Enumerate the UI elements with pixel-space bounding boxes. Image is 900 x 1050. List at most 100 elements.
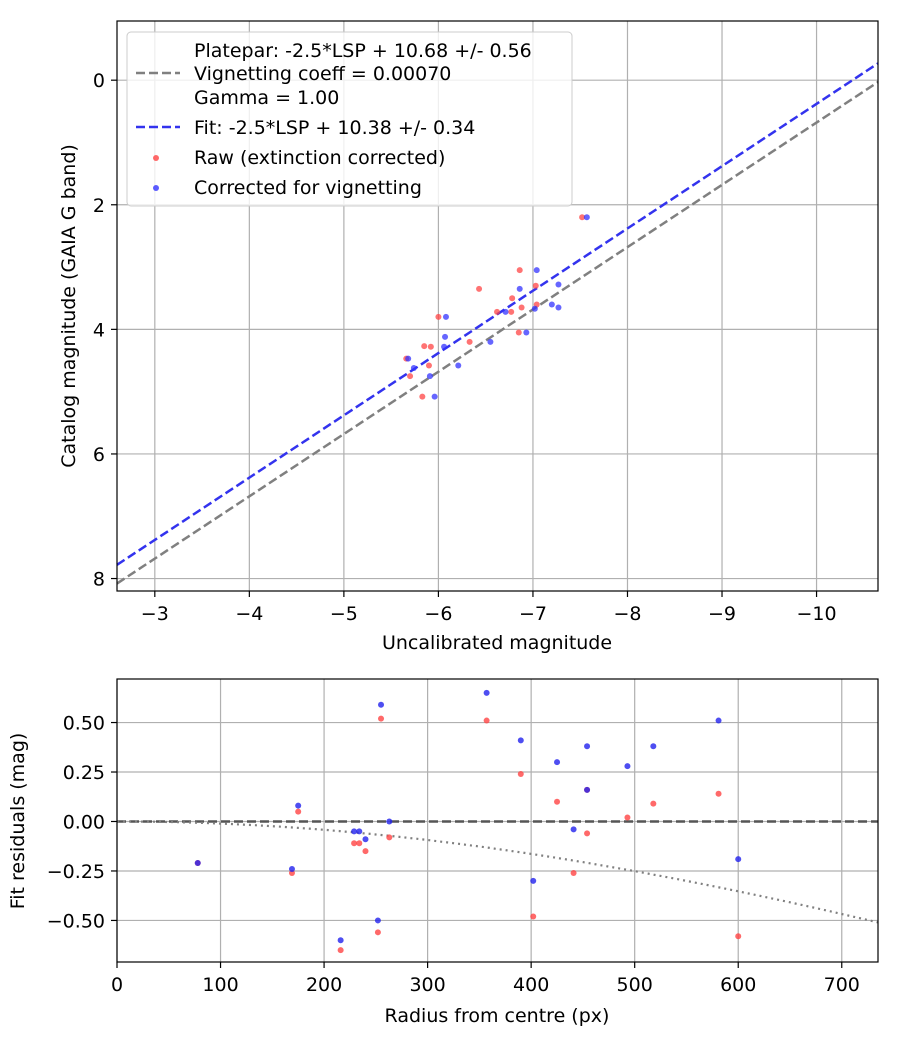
- raw-point: [466, 338, 473, 345]
- top-xtick-label: −3: [141, 603, 169, 625]
- bottom-xtick-label: 200: [306, 974, 342, 996]
- corrected-residual-point: [584, 786, 591, 793]
- bottom-xtick-label: 0: [111, 974, 123, 996]
- raw-residual-point: [378, 715, 385, 722]
- bottom-xticks: 0 100 200 300 400 500 600 700: [111, 962, 860, 996]
- raw-residual-point: [715, 790, 722, 797]
- bottom-axes-frame: [116, 678, 879, 963]
- raw-residual-point: [554, 798, 561, 805]
- bottom-ylabel: Fit residuals (mag): [7, 733, 29, 910]
- top-xtick-label: −7: [519, 603, 547, 625]
- corrected-residual-point: [624, 763, 631, 770]
- top-xtick-label: −4: [235, 603, 263, 625]
- raw-point: [579, 214, 586, 221]
- raw-residual-point: [483, 717, 490, 724]
- corrected-residual-point: [554, 759, 561, 766]
- top-ytick-label: 2: [93, 195, 105, 217]
- top-axes-frame: [116, 20, 879, 592]
- corrected-residual-point: [288, 865, 295, 872]
- raw-point: [509, 295, 516, 302]
- corrected-residual-point: [295, 802, 302, 809]
- legend-platepar-line3: Gamma = 1.00: [194, 87, 339, 109]
- top-ytick-label: 4: [93, 319, 105, 341]
- corrected-residual-point: [351, 828, 358, 835]
- top-ytick-label: 0: [93, 70, 105, 92]
- top-ytick-label: 6: [93, 444, 105, 466]
- raw-residual-point: [530, 913, 537, 920]
- corrected-point: [523, 329, 530, 336]
- top-xtick-label: −8: [613, 603, 641, 625]
- legend-raw-marker: [153, 155, 159, 161]
- raw-point: [425, 362, 432, 369]
- raw-residual-point: [584, 830, 591, 837]
- top-ytick-label: 8: [93, 569, 105, 591]
- corrected-point: [502, 308, 509, 315]
- raw-point: [476, 285, 483, 292]
- bottom-ytick-label: −0.25: [47, 861, 105, 883]
- raw-residual-point: [356, 840, 363, 847]
- corrected-point: [531, 305, 538, 312]
- bottom-ytick-label: −0.50: [47, 910, 105, 932]
- bottom-xtick-label: 700: [824, 974, 860, 996]
- corrected-residual-point: [378, 701, 385, 708]
- top-xtick-label: −10: [796, 603, 836, 625]
- corrected-residual-point: [650, 743, 657, 750]
- top-points: [403, 214, 590, 400]
- corrected-residual-point: [735, 856, 742, 863]
- corrected-point: [431, 393, 438, 400]
- corrected-residual-point: [374, 917, 381, 924]
- corrected-point: [487, 338, 494, 345]
- corrected-point: [516, 285, 523, 292]
- corrected-residual-point: [194, 860, 201, 867]
- bottom-xlabel: Radius from centre (px): [385, 1005, 610, 1027]
- corrected-point: [533, 267, 540, 274]
- legend-corrected: Corrected for vignetting: [194, 177, 422, 199]
- corrected-point: [405, 355, 412, 362]
- top-xlabel: Uncalibrated magnitude: [382, 632, 612, 654]
- bottom-xtick-label: 100: [202, 974, 238, 996]
- raw-point: [494, 308, 501, 315]
- top-yticks: 0 2 4 6 8: [93, 70, 117, 591]
- raw-point: [419, 393, 426, 400]
- legend: Platepar: -2.5*LSP + 10.68 +/- 0.56 Vign…: [126, 31, 573, 207]
- corrected-residual-point: [483, 689, 490, 696]
- raw-residual-point: [351, 840, 358, 847]
- corrected-point: [410, 364, 417, 371]
- raw-residual-point: [337, 947, 344, 954]
- legend-raw: Raw (extinction corrected): [194, 147, 445, 169]
- raw-point: [508, 308, 515, 315]
- corrected-residual-point: [715, 717, 722, 724]
- corrected-point: [555, 304, 562, 311]
- corrected-point: [583, 214, 590, 221]
- raw-residual-point: [517, 770, 524, 777]
- bottom-xtick-label: 600: [720, 974, 756, 996]
- raw-residual-point: [362, 848, 369, 855]
- corrected-point: [442, 313, 449, 320]
- top-xtick-label: −9: [708, 603, 736, 625]
- corrected-residual-point: [584, 743, 591, 750]
- top-ylabel: Catalog magnitude (GAIA G band): [58, 144, 80, 468]
- raw-residual-point: [735, 933, 742, 940]
- raw-point: [532, 282, 539, 289]
- raw-point: [421, 343, 428, 350]
- corrected-residual-point: [530, 877, 537, 884]
- bottom-xtick-label: 400: [513, 974, 549, 996]
- bottom-ytick-label: 0.00: [63, 811, 105, 833]
- top-xticks: −3 −4 −5 −6 −7 −8 −9 −10: [141, 591, 837, 625]
- vignetting-curve: [117, 820, 879, 924]
- legend-platepar-line1: Platepar: -2.5*LSP + 10.68 +/- 0.56: [194, 40, 532, 62]
- raw-point: [407, 373, 414, 380]
- legend-platepar-line2: Vignetting coeff = 0.00070: [194, 63, 451, 85]
- corrected-residual-point: [386, 818, 393, 825]
- corrected-point: [442, 333, 449, 340]
- bottom-xtick-label: 300: [409, 974, 445, 996]
- corrected-residual-point: [362, 836, 369, 843]
- raw-residual-point: [386, 834, 393, 841]
- bottom-ytick-label: 0.50: [63, 713, 105, 735]
- corrected-point: [441, 343, 448, 350]
- legend-corrected-marker: [153, 185, 159, 191]
- raw-point: [427, 343, 434, 350]
- legend-fit: Fit: -2.5*LSP + 10.38 +/- 0.34: [194, 117, 475, 139]
